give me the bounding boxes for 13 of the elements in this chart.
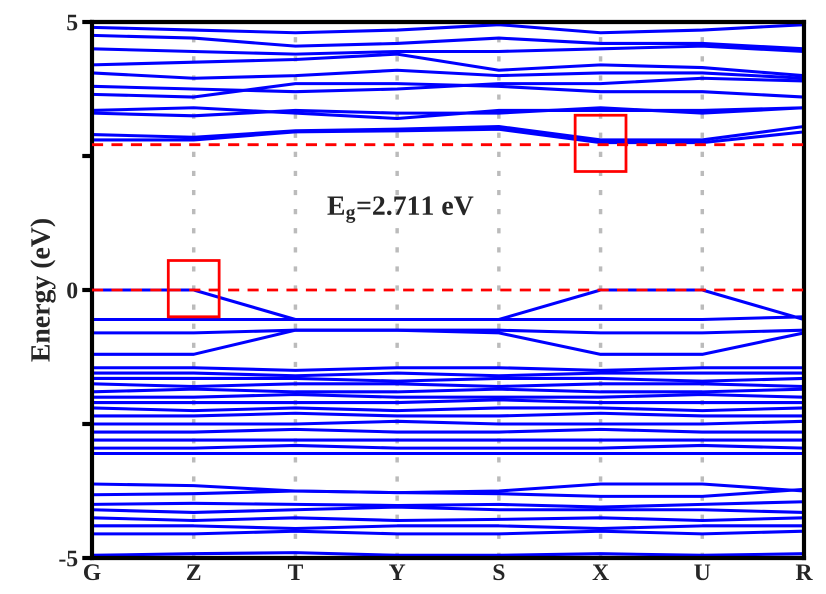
x-tick-label: Y <box>389 564 406 580</box>
y-tick-label: -5 <box>59 550 78 566</box>
x-tick-label: Z <box>186 564 200 580</box>
x-tick-label: S <box>494 564 504 580</box>
annotation: E$_{g}$=2.711 eV <box>327 196 474 223</box>
x-tick-label: T <box>288 564 303 580</box>
x-tick-label: U <box>694 564 710 580</box>
y-axis-title: Energy (eV) <box>30 219 56 362</box>
y-tick-label: 0 <box>67 282 78 298</box>
x-tick-label: R <box>796 564 813 580</box>
x-tick-label: X <box>592 564 609 580</box>
x-tick-label: G <box>84 564 101 580</box>
y-tick-label: 5 <box>67 14 78 30</box>
